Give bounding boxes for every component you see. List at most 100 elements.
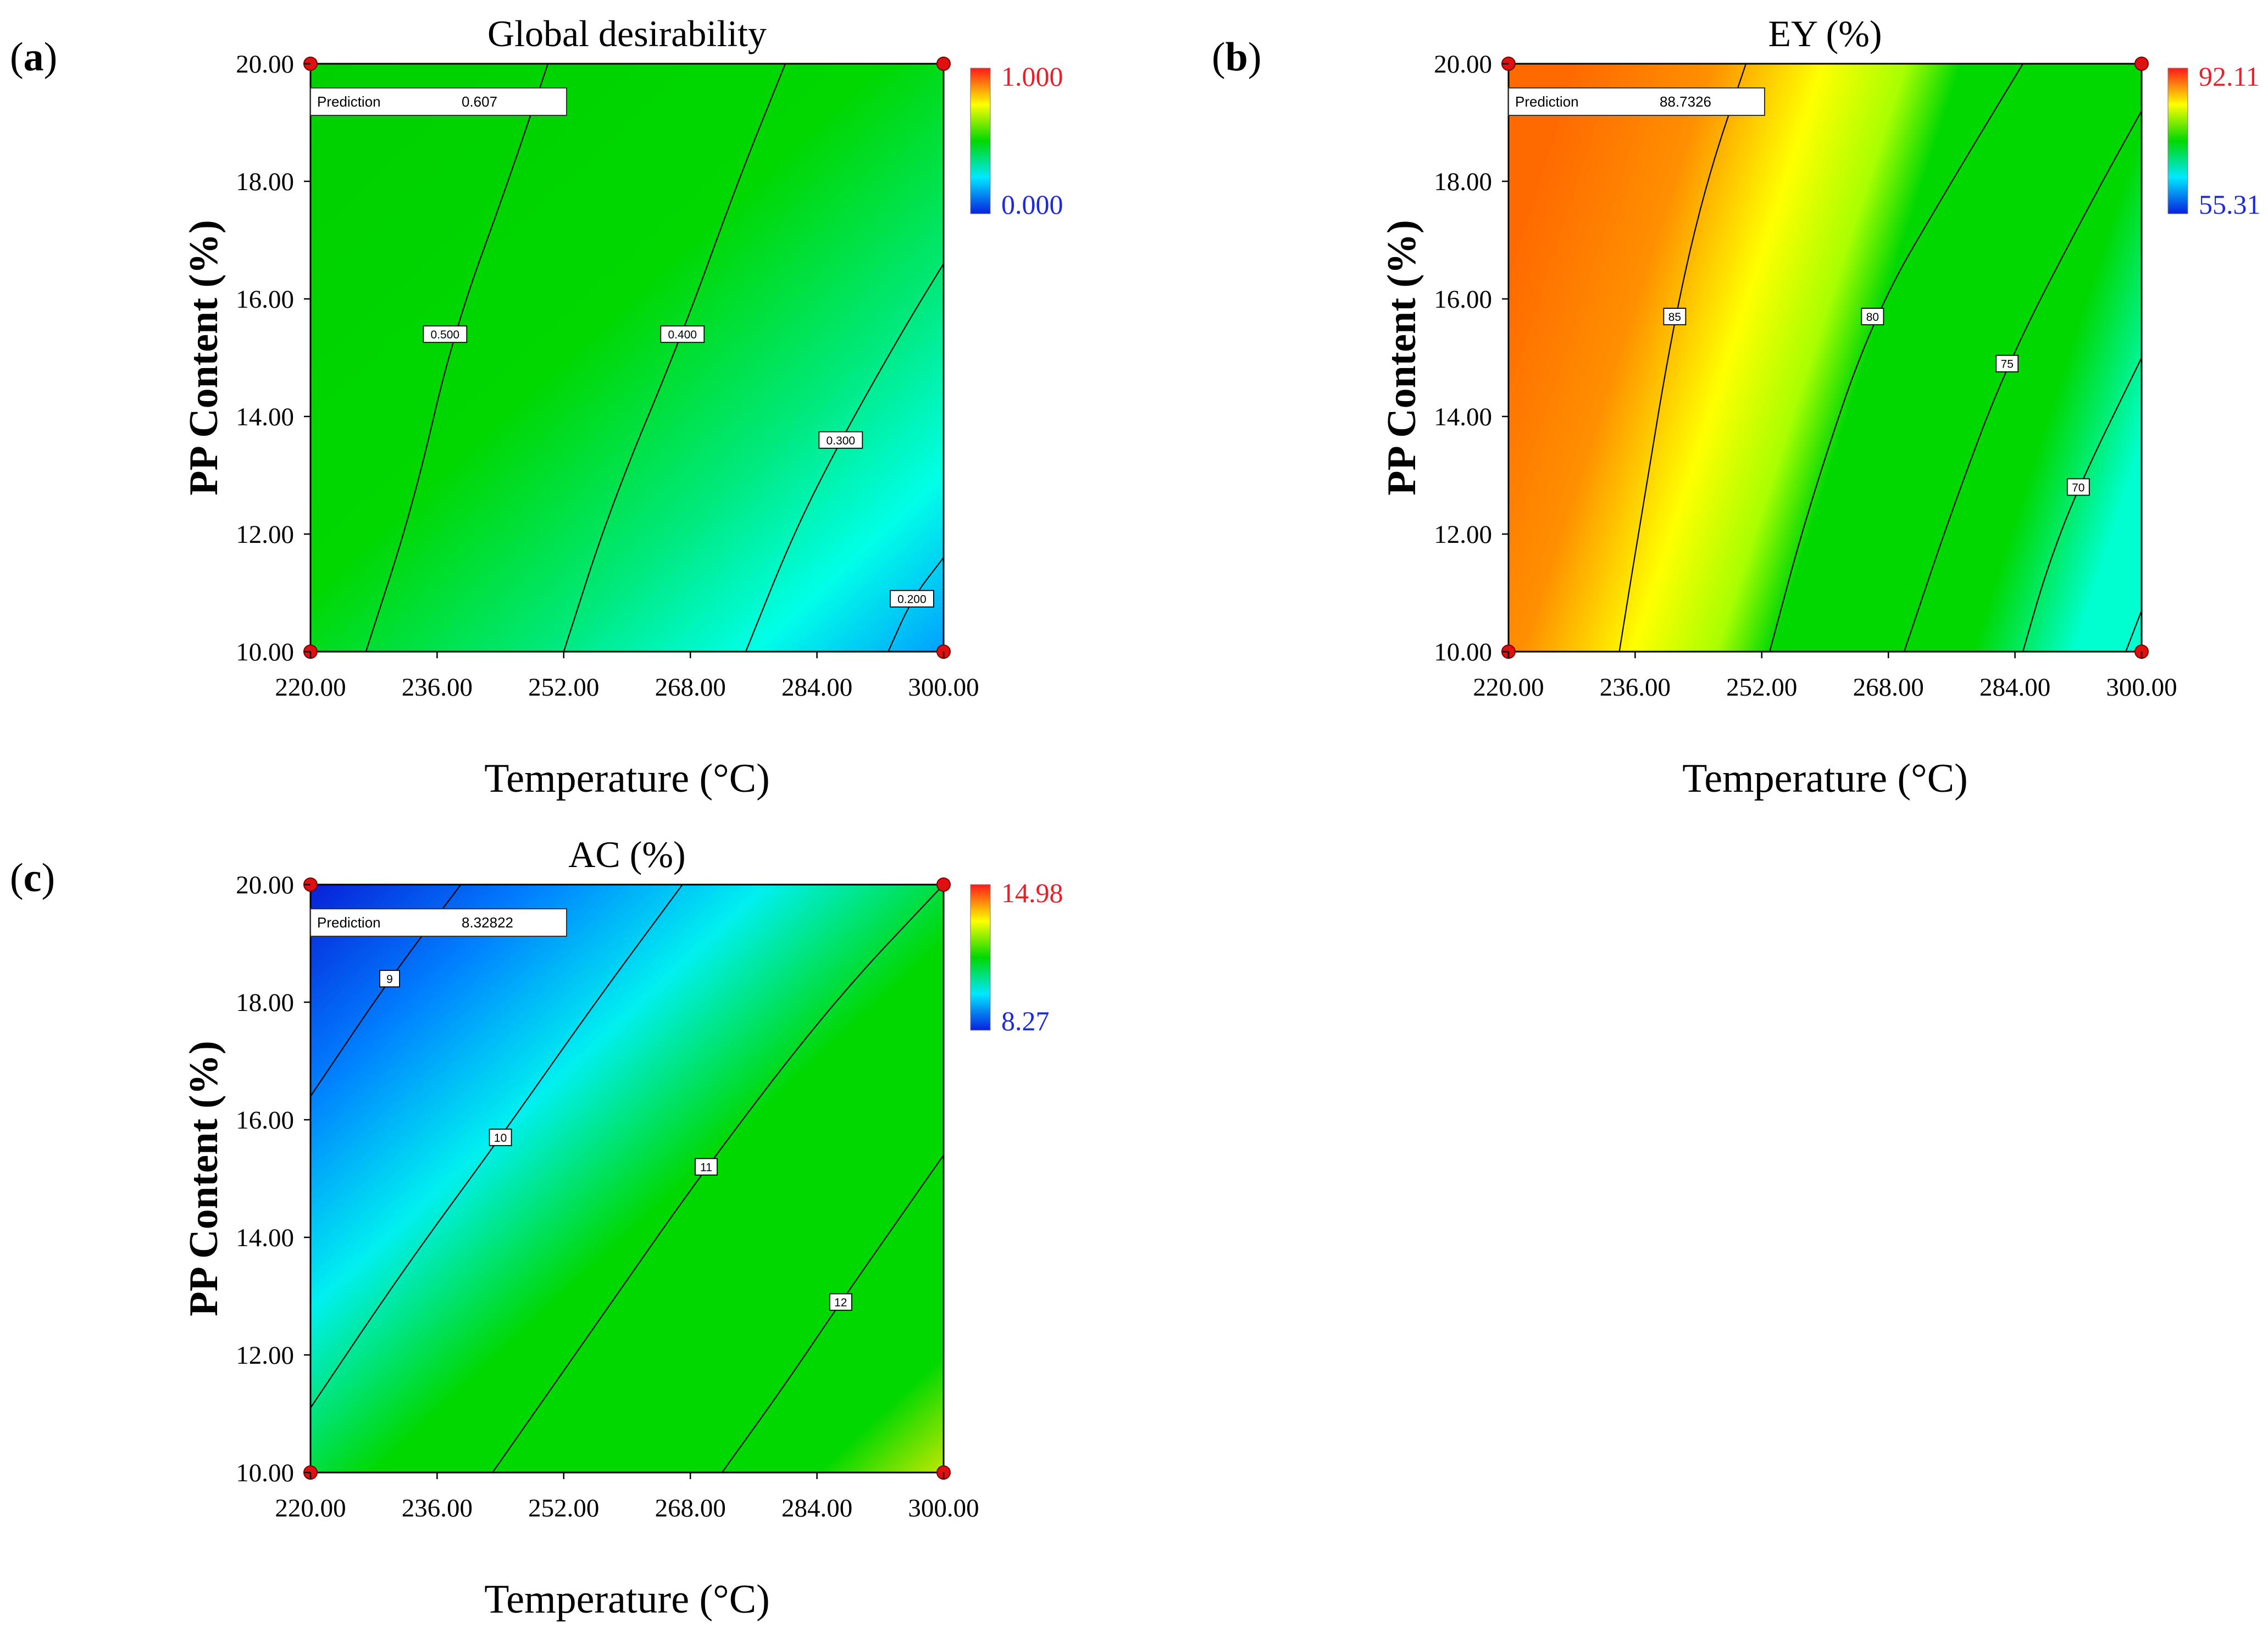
y-tick-label: 10.00 xyxy=(236,1459,294,1487)
contour-line xyxy=(492,884,944,1473)
contour-label: 85 xyxy=(1668,311,1681,324)
y-tick-label: 20.00 xyxy=(1434,50,1492,79)
contour-label-box xyxy=(818,431,863,449)
x-tick-label: 284.00 xyxy=(1979,673,2050,702)
panel-label: (b) xyxy=(1212,35,1261,80)
panel-label: (a) xyxy=(10,35,57,80)
y-tick-label: 14.00 xyxy=(1434,403,1492,431)
prediction-box xyxy=(1508,87,1765,116)
y-axis-label: PP Content (%) xyxy=(181,1041,226,1316)
x-tick-label: 236.00 xyxy=(402,1494,473,1523)
contour-line xyxy=(310,884,683,1408)
colorbar-max-label: 92.11 xyxy=(2199,61,2260,92)
contour-line xyxy=(1903,110,2142,652)
contour-line xyxy=(2022,357,2142,652)
plot-border xyxy=(1507,63,2143,653)
contour-label-box xyxy=(660,325,705,343)
y-tick-label: 20.00 xyxy=(236,871,294,899)
colorbar-min-label: 0.000 xyxy=(1001,189,1063,220)
y-tick-label: 14.00 xyxy=(236,1224,294,1252)
y-tick-label: 14.00 xyxy=(236,403,294,431)
y-tick-label: 18.00 xyxy=(236,988,294,1017)
y-tick-label: 16.00 xyxy=(236,285,294,314)
contour-line xyxy=(365,63,549,652)
chart-title: EY (%) xyxy=(1768,13,1882,54)
plot-border xyxy=(309,884,945,1474)
y-tick-label: 18.00 xyxy=(1434,168,1492,196)
contour-label-box xyxy=(695,1158,718,1176)
x-tick-label: 236.00 xyxy=(1600,673,1671,702)
contour-label: 0.300 xyxy=(827,435,856,447)
prediction-value: 8.32822 xyxy=(462,914,513,931)
y-tick-label: 12.00 xyxy=(236,1341,294,1370)
design-point xyxy=(2134,57,2149,71)
y-tick-label: 16.00 xyxy=(1434,285,1492,314)
x-axis-label: Temperature (°C) xyxy=(1682,756,1968,801)
prediction-label: Prediction xyxy=(317,914,381,931)
x-tick-label: 220.00 xyxy=(1473,673,1544,702)
x-axis-label: Temperature (°C) xyxy=(484,756,770,801)
prediction-label: Prediction xyxy=(1515,93,1579,110)
contour-fill xyxy=(310,885,944,1473)
y-axis-label: PP Content (%) xyxy=(1379,220,1424,496)
panel-b: 85 80 75 70 Prediction 88.7326 220.00 236.00 252… xyxy=(1212,13,2261,801)
contour-label-box xyxy=(1861,308,1884,325)
design-point xyxy=(936,57,951,71)
x-tick-label: 300.00 xyxy=(2106,673,2177,702)
y-tick-label: 12.00 xyxy=(236,520,294,549)
contour-fill xyxy=(1509,64,2142,652)
x-tick-label: 236.00 xyxy=(402,673,473,702)
design-point xyxy=(936,877,951,892)
contour-label-box xyxy=(1663,308,1687,325)
contour-line xyxy=(888,557,944,652)
contour-label: 0.400 xyxy=(668,329,697,341)
y-tick-label: 18.00 xyxy=(236,168,294,196)
prediction-label: Prediction xyxy=(317,93,381,110)
x-tick-label: 268.00 xyxy=(1853,673,1924,702)
x-tick-label: 300.00 xyxy=(908,1494,979,1523)
colorbar xyxy=(970,884,991,1031)
contour-line xyxy=(310,884,462,1097)
contour-line xyxy=(563,63,786,652)
contour-line xyxy=(1769,63,2023,652)
contour-label: 9 xyxy=(386,973,393,986)
chart-title: Global desirability xyxy=(487,13,767,54)
contour-label: 0.500 xyxy=(431,329,460,341)
contour-label: 0.200 xyxy=(897,593,927,606)
colorbar-max-label: 14.98 xyxy=(1001,877,1063,908)
prediction-box xyxy=(310,908,567,937)
prediction-value: 88.7326 xyxy=(1660,93,1711,110)
contour-label: 11 xyxy=(700,1162,712,1174)
x-tick-label: 300.00 xyxy=(908,673,979,702)
colorbar-max-label: 1.000 xyxy=(1001,61,1063,92)
chart-title: AC (%) xyxy=(568,834,685,875)
contour-line xyxy=(1618,63,1747,652)
contour-label-box xyxy=(2066,478,2090,496)
x-tick-label: 252.00 xyxy=(1726,673,1797,702)
contour-label: 75 xyxy=(2001,358,2014,371)
x-tick-label: 252.00 xyxy=(528,673,599,702)
x-tick-label: 268.00 xyxy=(655,673,726,702)
x-tick-label: 220.00 xyxy=(275,673,346,702)
contour-label: 80 xyxy=(1866,311,1879,324)
panel-a: 0.500 0.400 0.300 0.200 Prediction 0.607 220.0… xyxy=(10,13,1063,801)
contour-fill xyxy=(310,64,944,652)
prediction-value: 0.607 xyxy=(462,93,497,110)
panel-c: 9 10 11 12 Prediction 8.32822 220.00 236.00 252.… xyxy=(10,834,1063,1622)
colorbar-min-label: 8.27 xyxy=(1001,1005,1050,1036)
y-tick-label: 16.00 xyxy=(236,1106,294,1135)
colorbar xyxy=(2167,68,2188,214)
y-tick-label: 10.00 xyxy=(1434,638,1492,666)
plot-border xyxy=(309,63,945,653)
x-axis-label: Temperature (°C) xyxy=(484,1577,770,1622)
colorbar-min-label: 55.31 xyxy=(2199,189,2261,220)
x-tick-label: 268.00 xyxy=(655,1494,726,1523)
contour-line xyxy=(721,1154,944,1473)
x-tick-label: 220.00 xyxy=(275,1494,346,1523)
contour-label: 10 xyxy=(494,1132,507,1144)
y-tick-label: 12.00 xyxy=(1434,520,1492,549)
y-tick-label: 20.00 xyxy=(236,50,294,79)
contour-label-box xyxy=(423,325,468,343)
x-tick-label: 252.00 xyxy=(528,1494,599,1523)
